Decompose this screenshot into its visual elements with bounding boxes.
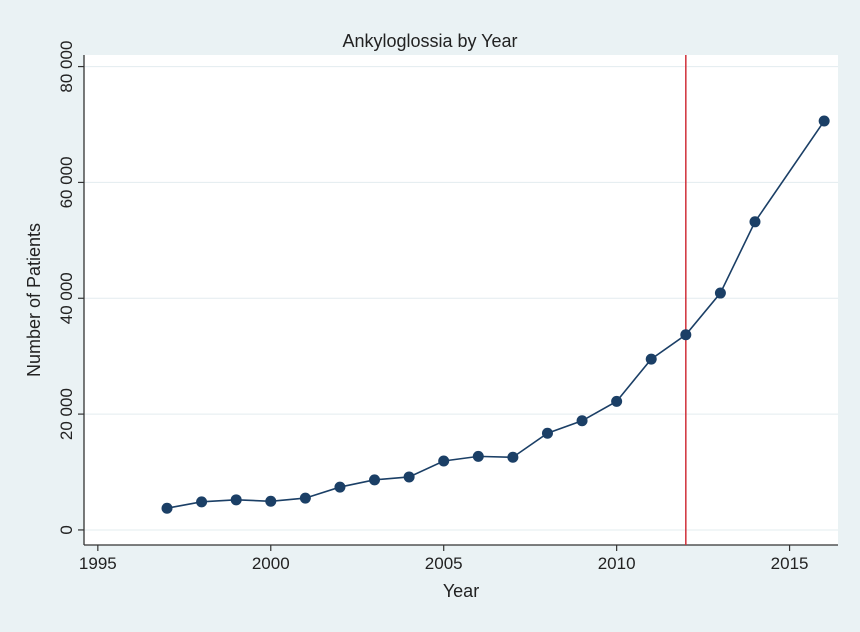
data-point [265,495,277,507]
data-point [230,494,242,506]
x-tick-label: 2000 [252,554,290,573]
y-tick-label: 60 000 [57,156,76,208]
data-point [438,455,450,467]
data-point [472,450,484,462]
data-point [369,474,381,486]
data-point [507,451,519,463]
y-tick-label: 20 000 [57,388,76,440]
x-axis-label: Year [443,581,479,601]
data-point [334,481,346,493]
x-tick-label: 2005 [425,554,463,573]
data-point [680,329,692,341]
data-point [818,115,830,127]
x-tick-label: 2015 [771,554,809,573]
chart-title: Ankyloglossia by Year [342,31,517,51]
y-tick-label: 80 000 [57,41,76,93]
data-point [714,287,726,299]
data-point [541,427,553,439]
data-point [196,496,208,508]
data-point [645,353,657,365]
data-point [749,216,761,228]
x-tick-label: 2010 [598,554,636,573]
y-tick-label: 40 000 [57,272,76,324]
data-point [611,395,623,407]
data-point [299,492,311,504]
data-point [576,415,588,427]
data-point [403,471,415,483]
y-tick-label: 0 [57,525,76,534]
data-point [161,502,173,514]
y-axis-label: Number of Patients [24,223,44,377]
plot-area [84,55,838,545]
x-tick-label: 1995 [79,554,117,573]
